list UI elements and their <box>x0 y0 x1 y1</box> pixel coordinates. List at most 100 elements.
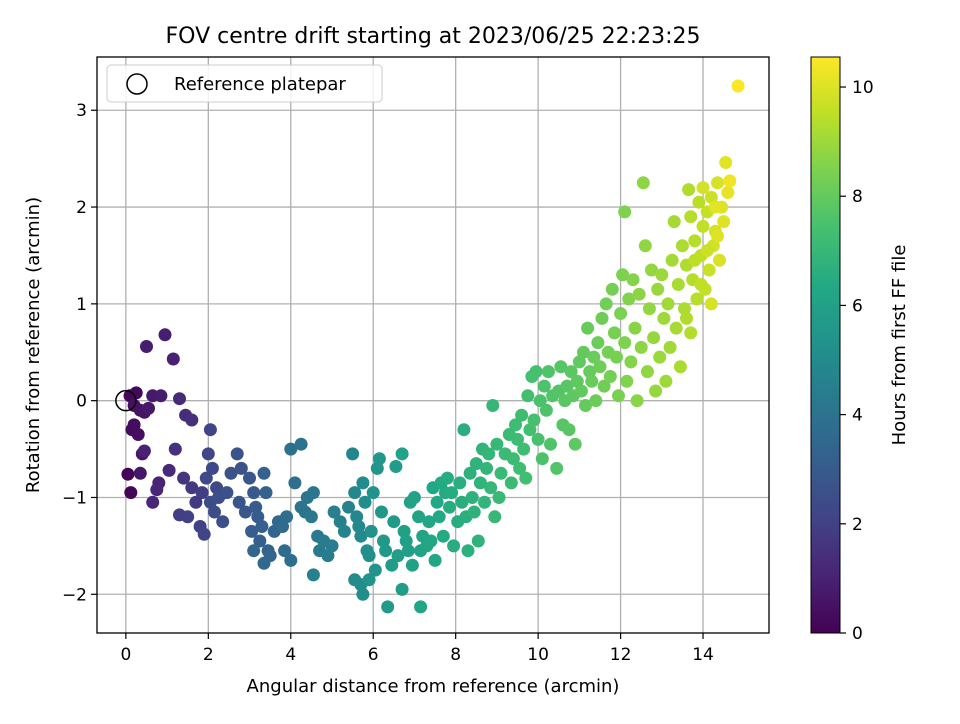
data-point <box>276 520 289 533</box>
data-point <box>620 374 634 388</box>
data-point <box>593 360 607 374</box>
data-point <box>638 239 652 253</box>
data-point <box>541 365 555 379</box>
data-point <box>684 326 698 340</box>
data-point <box>529 365 543 379</box>
data-point <box>447 539 461 553</box>
data-point <box>480 461 494 475</box>
data-point <box>245 524 259 538</box>
data-point <box>350 510 364 524</box>
data-point <box>605 282 619 296</box>
data-point <box>653 350 667 364</box>
data-point <box>401 544 415 558</box>
data-point <box>688 234 702 248</box>
data-point <box>634 340 648 354</box>
data-point <box>247 544 261 558</box>
data-point <box>140 340 153 353</box>
data-point <box>721 186 735 199</box>
data-point <box>560 379 574 393</box>
data-point <box>663 340 677 354</box>
data-point <box>455 495 469 509</box>
data-point <box>205 461 219 475</box>
data-point <box>146 495 160 509</box>
y-tick-label: 2 <box>76 198 87 218</box>
data-point <box>645 263 658 277</box>
data-point <box>711 176 724 190</box>
data-point <box>280 510 294 524</box>
colorbar-tick-label: 0 <box>852 624 863 644</box>
data-point <box>461 544 475 558</box>
data-point <box>356 587 370 601</box>
data-point <box>457 423 471 437</box>
data-point <box>682 183 696 197</box>
x-tick-label: 8 <box>450 645 461 665</box>
y-tick-label: 0 <box>76 392 87 412</box>
data-point <box>354 529 368 543</box>
data-point <box>436 529 450 543</box>
data-point <box>554 360 568 374</box>
data-point <box>589 394 603 408</box>
data-point <box>465 491 479 504</box>
y-tick-label: 3 <box>76 101 87 121</box>
data-point <box>356 476 370 490</box>
data-point <box>478 495 491 509</box>
data-point <box>405 558 419 572</box>
data-point <box>352 520 366 533</box>
data-point <box>189 495 203 509</box>
data-point <box>372 452 386 466</box>
colorbar-tick-label: 10 <box>852 78 874 98</box>
data-point <box>395 447 409 461</box>
data-point <box>177 471 191 485</box>
data-point <box>562 423 576 437</box>
colorbar-tick-label: 2 <box>852 515 863 535</box>
data-point <box>150 483 164 497</box>
data-point <box>661 297 675 311</box>
data-point <box>257 466 271 480</box>
data-point <box>428 553 442 567</box>
data-point <box>440 471 454 485</box>
data-point <box>591 336 605 350</box>
data-point <box>657 311 671 325</box>
data-point <box>517 442 531 456</box>
colorbar <box>810 56 841 634</box>
data-point <box>675 239 689 253</box>
data-point <box>647 331 661 345</box>
data-point <box>389 460 403 473</box>
data-point <box>467 505 481 519</box>
plot-area-frame <box>96 56 770 634</box>
data-point <box>667 215 681 229</box>
data-point <box>124 486 138 500</box>
x-tick-label: 6 <box>368 645 379 665</box>
data-point <box>704 190 718 204</box>
data-point <box>412 510 426 524</box>
data-point <box>327 505 341 519</box>
data-point <box>614 307 628 320</box>
data-point <box>166 352 180 366</box>
data-point <box>399 534 413 548</box>
data-point <box>197 527 211 541</box>
data-point <box>185 481 199 495</box>
data-point <box>636 176 650 190</box>
data-point <box>201 447 215 461</box>
data-point <box>694 278 708 291</box>
data-point <box>723 174 737 188</box>
data-point <box>471 534 485 548</box>
data-point <box>358 495 372 509</box>
data-point <box>243 471 256 485</box>
data-point <box>381 600 395 614</box>
data-point <box>208 505 221 519</box>
data-point <box>492 491 506 504</box>
x-axis-label: Angular distance from reference (arcmin) <box>247 676 620 697</box>
data-point <box>366 486 380 500</box>
x-tick-label: 0 <box>120 645 131 665</box>
legend-entry-reference-platepar: Reference platepar <box>174 74 346 95</box>
data-point <box>294 437 308 451</box>
data-point <box>469 457 483 471</box>
data-point <box>370 461 384 475</box>
data-point <box>362 573 376 587</box>
data-point <box>711 229 724 243</box>
data-point <box>696 181 710 195</box>
data-point <box>506 452 520 466</box>
data-point <box>463 466 477 480</box>
